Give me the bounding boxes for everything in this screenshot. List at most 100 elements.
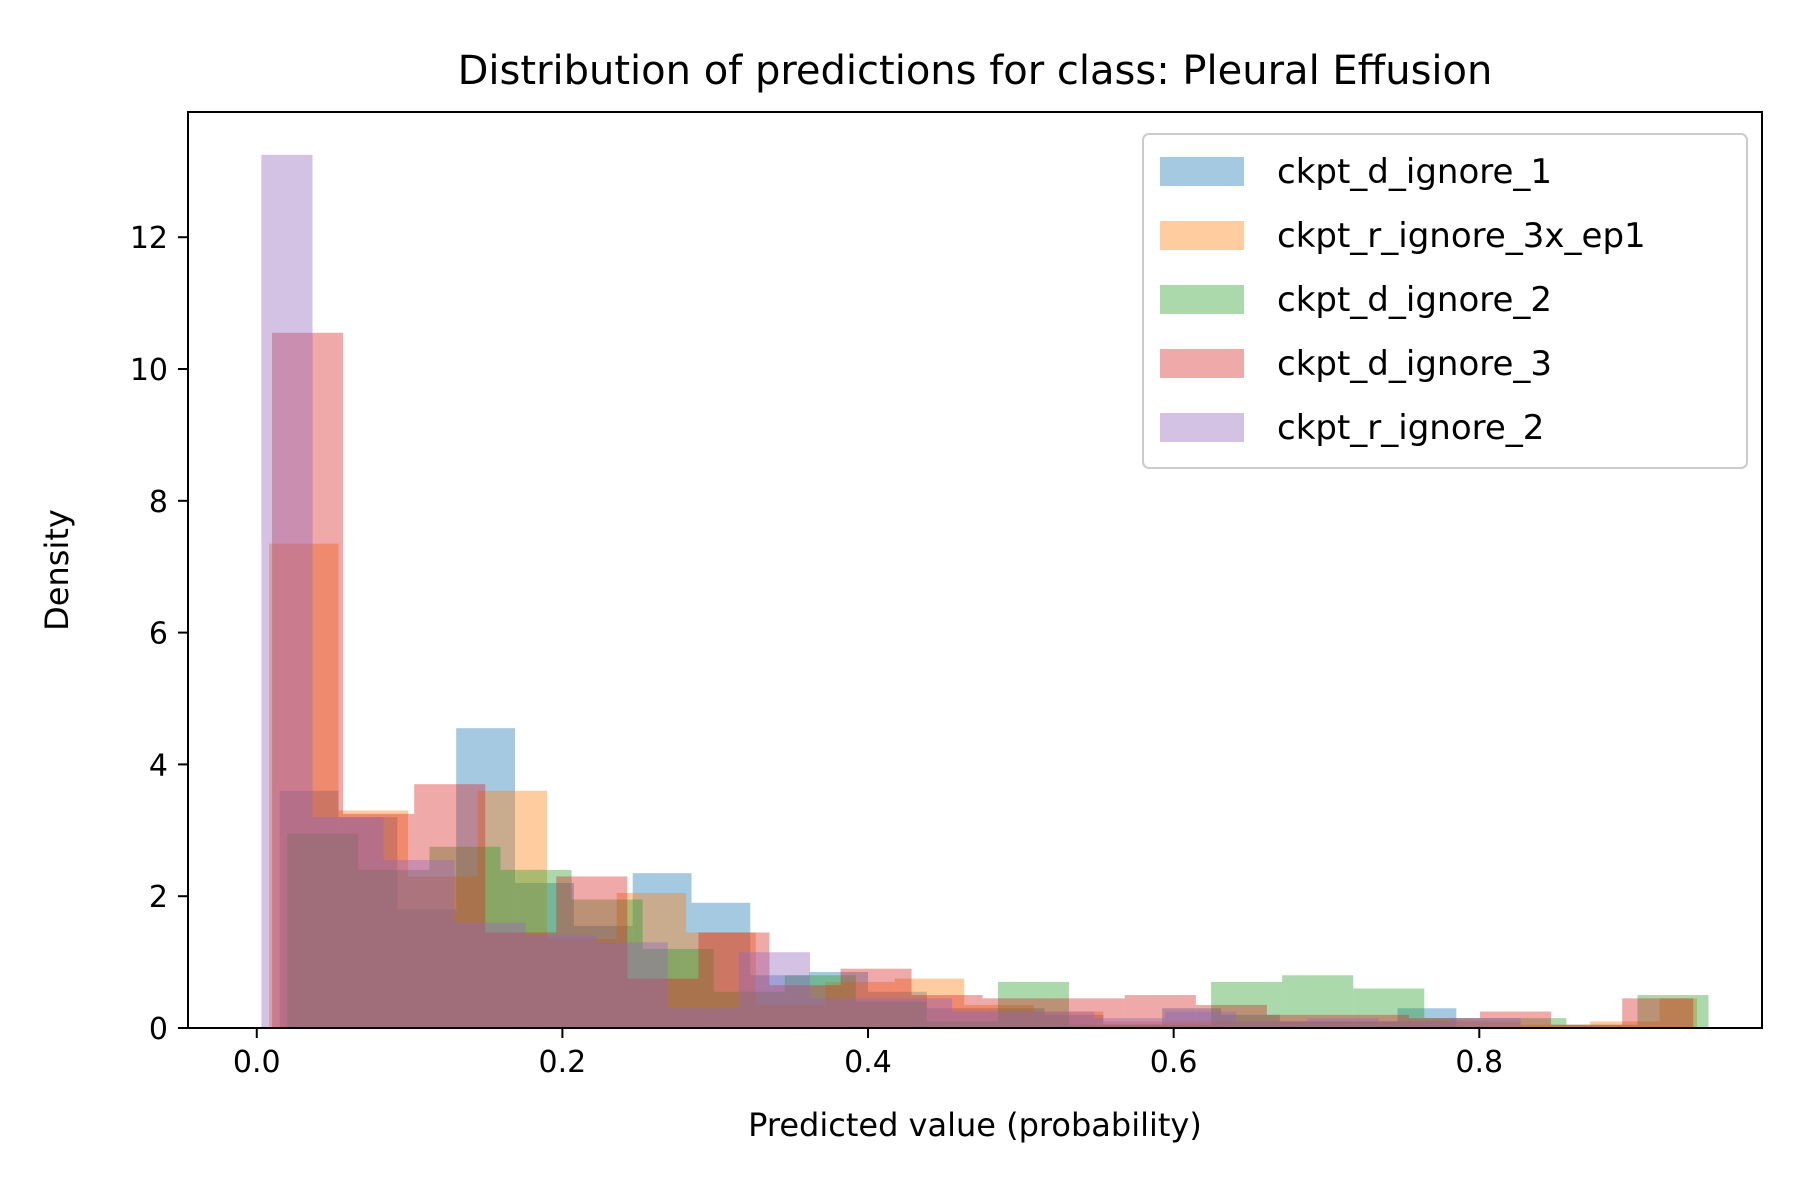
histogram-bar — [1103, 1024, 1163, 1028]
histogram-bar — [1023, 1011, 1095, 1028]
histogram-bar — [571, 899, 643, 1028]
histogram-bar — [964, 1004, 1034, 1028]
histogram-bar — [383, 859, 455, 1028]
histogram-bar — [1307, 1018, 1379, 1028]
histogram-bar — [1211, 981, 1283, 1028]
histogram-bar — [691, 902, 751, 1028]
y-tick-label: 8 — [149, 485, 168, 520]
plot-area-frame — [187, 111, 1763, 1029]
series-ckpt-r-ignore-3x-ep1 — [268, 543, 1698, 1028]
histogram-bar — [272, 332, 344, 1028]
legend-item-ckpt-d-ignore-3: ckpt_d_ignore_3 — [1160, 344, 1552, 384]
legend-swatch — [1160, 285, 1244, 314]
histogram-bar — [338, 817, 398, 1028]
histogram-bar — [642, 948, 714, 1028]
histogram-bar — [547, 939, 617, 1028]
histogram-bar — [627, 978, 699, 1028]
histogram-bar — [1381, 1021, 1452, 1028]
series-ckpt-d-ignore-2 — [287, 833, 1709, 1028]
histogram-bar — [784, 975, 856, 1028]
legend-label: ckpt_r_ignore_3x_ep1 — [1277, 216, 1646, 256]
bars-layer — [261, 154, 1709, 1028]
series-ckpt-r-ignore-2 — [261, 154, 1521, 1028]
y-tick-label: 2 — [149, 880, 168, 915]
y-tick-label: 12 — [130, 221, 168, 256]
histogram-bar — [686, 932, 756, 1028]
y-tick-label: 6 — [149, 617, 168, 652]
y-tick-label: 10 — [130, 353, 168, 388]
histogram-bar — [894, 978, 965, 1028]
legend-swatch — [1160, 157, 1244, 186]
legend-label: ckpt_d_ignore_1 — [1277, 152, 1552, 192]
histogram-bar — [1103, 1021, 1173, 1028]
histogram-bar — [868, 991, 927, 1028]
histogram-bar — [1053, 998, 1125, 1028]
histogram-bar — [982, 998, 1054, 1028]
y-axis: 0 2 4 6 8 10 12 — [130, 221, 188, 1047]
histogram-bar — [1637, 995, 1709, 1028]
histogram-bar — [485, 932, 557, 1028]
histogram-bar — [1495, 1018, 1567, 1028]
histogram-bar — [1337, 1014, 1409, 1028]
histogram-bar — [1068, 1024, 1141, 1028]
x-axis-label: Predicted value (probability) — [748, 1106, 1202, 1144]
histogram-bar — [632, 873, 692, 1028]
histogram-bar — [1311, 1021, 1382, 1028]
histogram-bar — [840, 968, 912, 1028]
histogram-bar — [1221, 1014, 1280, 1028]
histogram-bar — [926, 1021, 998, 1028]
histogram-bar — [1124, 995, 1196, 1028]
histogram-bar — [408, 876, 478, 1028]
histogram-bar — [573, 925, 633, 1028]
histogram-bar — [1242, 1021, 1312, 1028]
x-tick-label: 0.6 — [1150, 1045, 1198, 1080]
histogram-bar — [1236, 1021, 1308, 1028]
series-ckpt-d-ignore-3 — [272, 332, 1694, 1028]
histogram-bar — [477, 790, 548, 1028]
histogram-bar — [287, 833, 359, 1028]
histogram-bar — [556, 876, 628, 1028]
histogram-bar — [397, 909, 457, 1028]
histogram-bar — [952, 1011, 1024, 1028]
y-tick-label: 0 — [149, 1012, 168, 1047]
legend-item-ckpt-d-ignore-2: ckpt_d_ignore_2 — [1160, 280, 1552, 320]
histogram-bar — [1282, 975, 1354, 1028]
histogram-bar — [698, 932, 770, 1028]
histogram-bar — [414, 784, 486, 1028]
histogram-bar — [1195, 1004, 1267, 1028]
histogram-bar — [1590, 1021, 1660, 1028]
histogram-bar — [1520, 1024, 1591, 1028]
histogram-bar — [1659, 998, 1698, 1028]
y-tick-label: 4 — [149, 748, 168, 783]
legend-item-ckpt-r-ignore-3x-ep1: ckpt_r_ignore_3x_ep1 — [1160, 216, 1646, 256]
histogram-bar — [738, 952, 810, 1028]
legend-label: ckpt_d_ignore_2 — [1277, 280, 1552, 320]
histogram-bar — [616, 892, 687, 1028]
legend-box — [1142, 133, 1748, 469]
histogram-bar — [911, 995, 983, 1028]
histogram-bar — [1044, 1014, 1104, 1028]
histogram-bar — [1162, 1008, 1222, 1028]
histogram-bar — [1094, 1018, 1166, 1028]
legend-swatch — [1160, 221, 1244, 250]
legend-swatch — [1160, 413, 1244, 442]
histogram-bar — [1172, 1021, 1243, 1028]
histogram-bar — [750, 975, 810, 1028]
histogram-bar — [429, 846, 501, 1028]
histogram-bar — [454, 922, 526, 1028]
histogram-bar — [515, 883, 574, 1028]
histogram-bar — [881, 998, 953, 1028]
histogram-bar — [1551, 1024, 1623, 1028]
histogram-bar — [1424, 1018, 1496, 1028]
histogram-bar — [1266, 1014, 1338, 1028]
histogram-bar — [1566, 1024, 1638, 1028]
histogram-bar — [279, 790, 339, 1028]
histogram-bar — [667, 1008, 739, 1028]
x-tick-label: 0.2 — [539, 1045, 587, 1080]
histogram-bar — [1378, 1021, 1450, 1028]
chart-title: Distribution of predictions for class: P… — [458, 48, 1493, 94]
histogram-bar — [1140, 1024, 1212, 1028]
histogram-bar — [1622, 998, 1694, 1028]
histogram-bar — [343, 813, 415, 1028]
x-tick-label: 0.4 — [844, 1045, 892, 1080]
